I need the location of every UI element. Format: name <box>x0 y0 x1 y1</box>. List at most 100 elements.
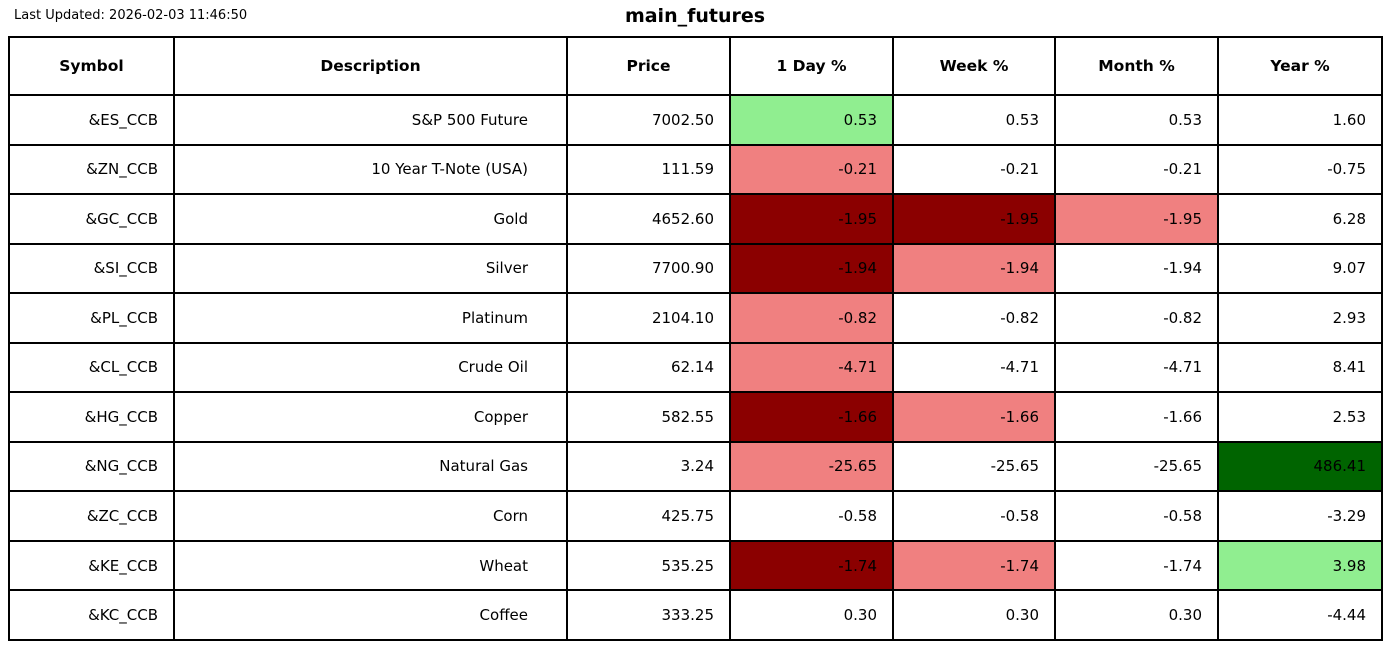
day-change-cell: -1.66 <box>729 391 894 443</box>
year-change-cell: -4.44 <box>1217 589 1383 641</box>
month-change-cell: -4.71 <box>1054 341 1219 394</box>
symbol-cell: &HG_CCB <box>8 391 175 443</box>
day-change-cell: 0.30 <box>729 589 894 641</box>
symbol-cell: &KC_CCB <box>8 589 175 641</box>
column-header-symbol: Symbol <box>8 36 175 96</box>
description-cell: Corn <box>173 490 568 542</box>
header-row: Symbol Description Price 1 Day % Week % Month… <box>8 36 1383 96</box>
table-row: &ES_CCB S&P 500 Future 7002.50 0.53 0.53 0.53… <box>8 94 1383 146</box>
column-header-price: Price <box>566 36 731 96</box>
column-header-week: Week % <box>892 36 1056 96</box>
day-change-cell: -1.74 <box>729 539 894 592</box>
price-cell: 4652.60 <box>566 193 731 245</box>
symbol-cell: &PL_CCB <box>8 292 175 344</box>
description-cell: Wheat <box>173 539 568 592</box>
month-change-cell: -1.74 <box>1054 539 1219 592</box>
table-row: &GC_CCB Gold 4652.60 -1.95 -1.95 -1.95 6.28 <box>8 193 1383 245</box>
symbol-cell: &NG_CCB <box>8 440 175 493</box>
week-change-cell: -4.71 <box>892 341 1056 394</box>
table-row: &HG_CCB Copper 582.55 -1.66 -1.66 -1.66 2.53 <box>8 391 1383 443</box>
year-change-cell: 3.98 <box>1217 539 1383 592</box>
table-row: &ZN_CCB 10 Year T-Note (USA) 111.59 -0.21 -0… <box>8 143 1383 196</box>
price-cell: 7700.90 <box>566 242 731 295</box>
price-cell: 2104.10 <box>566 292 731 344</box>
week-change-cell: -0.21 <box>892 143 1056 196</box>
table-row: &SI_CCB Silver 7700.90 -1.94 -1.94 -1.94 9.07 <box>8 242 1383 295</box>
table-row: &PL_CCB Platinum 2104.10 -0.82 -0.82 -0.82 2.9… <box>8 292 1383 344</box>
week-change-cell: -1.74 <box>892 539 1056 592</box>
week-change-cell: -1.66 <box>892 391 1056 443</box>
price-cell: 535.25 <box>566 539 731 592</box>
column-header-day: 1 Day % <box>729 36 894 96</box>
month-change-cell: -0.21 <box>1054 143 1219 196</box>
table-header: Symbol Description Price 1 Day % Week % Month… <box>8 36 1383 96</box>
symbol-cell: &KE_CCB <box>8 539 175 592</box>
week-change-cell: -0.82 <box>892 292 1056 344</box>
week-change-cell: -1.94 <box>892 242 1056 295</box>
table-row: &CL_CCB Crude Oil 62.14 -4.71 -4.71 -4.71 8.41 <box>8 341 1383 394</box>
month-change-cell: 0.30 <box>1054 589 1219 641</box>
symbol-cell: &SI_CCB <box>8 242 175 295</box>
price-cell: 111.59 <box>566 143 731 196</box>
price-cell: 582.55 <box>566 391 731 443</box>
symbol-cell: &ZC_CCB <box>8 490 175 542</box>
column-header-year: Year % <box>1217 36 1383 96</box>
week-change-cell: 0.53 <box>892 94 1056 146</box>
description-cell: 10 Year T-Note (USA) <box>173 143 568 196</box>
price-cell: 425.75 <box>566 490 731 542</box>
day-change-cell: -1.95 <box>729 193 894 245</box>
month-change-cell: -0.82 <box>1054 292 1219 344</box>
table-row: &ZC_CCB Corn 425.75 -0.58 -0.58 -0.58 -3.29 <box>8 490 1383 542</box>
year-change-cell: 6.28 <box>1217 193 1383 245</box>
description-cell: Gold <box>173 193 568 245</box>
description-cell: Coffee <box>173 589 568 641</box>
month-change-cell: -0.58 <box>1054 490 1219 542</box>
symbol-cell: &ZN_CCB <box>8 143 175 196</box>
month-change-cell: -1.95 <box>1054 193 1219 245</box>
month-change-cell: -1.66 <box>1054 391 1219 443</box>
year-change-cell: 8.41 <box>1217 341 1383 394</box>
month-change-cell: 0.53 <box>1054 94 1219 146</box>
year-change-cell: 9.07 <box>1217 242 1383 295</box>
day-change-cell: -0.82 <box>729 292 894 344</box>
description-cell: Natural Gas <box>173 440 568 493</box>
week-change-cell: -0.58 <box>892 490 1056 542</box>
month-change-cell: -1.94 <box>1054 242 1219 295</box>
last-updated-timestamp: Last Updated: 2026-02-03 11:46:50 <box>14 8 248 23</box>
description-cell: S&P 500 Future <box>173 94 568 146</box>
symbol-cell: &GC_CCB <box>8 193 175 245</box>
week-change-cell: -25.65 <box>892 440 1056 493</box>
price-cell: 333.25 <box>566 589 731 641</box>
symbol-cell: &CL_CCB <box>8 341 175 394</box>
day-change-cell: -0.58 <box>729 490 894 542</box>
table-row: &KC_CCB Coffee 333.25 0.30 0.30 0.30 -4.44 <box>8 589 1383 641</box>
year-change-cell: -3.29 <box>1217 490 1383 542</box>
year-change-cell: 2.53 <box>1217 391 1383 443</box>
price-cell: 62.14 <box>566 341 731 394</box>
year-change-cell: 1.60 <box>1217 94 1383 146</box>
year-change-cell: 2.93 <box>1217 292 1383 344</box>
futures-table: Symbol Description Price 1 Day % Week % Month… <box>8 36 1383 641</box>
symbol-cell: &ES_CCB <box>8 94 175 146</box>
day-change-cell: -1.94 <box>729 242 894 295</box>
week-change-cell: -1.95 <box>892 193 1056 245</box>
year-change-cell: 486.41 <box>1217 440 1383 493</box>
day-change-cell: 0.53 <box>729 94 894 146</box>
table-row: &NG_CCB Natural Gas 3.24 -25.65 -25.65 -25.65… <box>8 440 1383 493</box>
year-change-cell: -0.75 <box>1217 143 1383 196</box>
day-change-cell: -0.21 <box>729 143 894 196</box>
description-cell: Crude Oil <box>173 341 568 394</box>
day-change-cell: -4.71 <box>729 341 894 394</box>
price-cell: 7002.50 <box>566 94 731 146</box>
price-cell: 3.24 <box>566 440 731 493</box>
description-cell: Silver <box>173 242 568 295</box>
column-header-month: Month % <box>1054 36 1219 96</box>
month-change-cell: -25.65 <box>1054 440 1219 493</box>
week-change-cell: 0.30 <box>892 589 1056 641</box>
column-header-description: Description <box>173 36 568 96</box>
page-title: main_futures <box>624 5 766 27</box>
description-cell: Platinum <box>173 292 568 344</box>
day-change-cell: -25.65 <box>729 440 894 493</box>
description-cell: Copper <box>173 391 568 443</box>
